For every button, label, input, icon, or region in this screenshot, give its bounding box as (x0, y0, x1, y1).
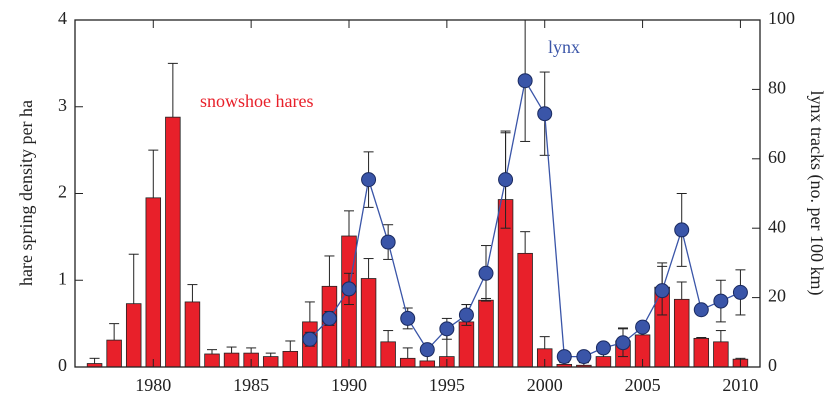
x-tick-label: 2005 (625, 375, 661, 395)
point (595, 340, 611, 356)
x-tick-label: 1985 (233, 375, 269, 395)
point (458, 307, 474, 323)
point (517, 73, 533, 89)
point (400, 310, 416, 326)
y2-tick-label: 0 (768, 355, 777, 375)
bar (223, 352, 240, 368)
bar (125, 303, 142, 368)
y2-tick-label: 60 (768, 147, 786, 167)
point (537, 106, 553, 122)
point (693, 302, 709, 318)
y-tick-label: 3 (58, 95, 67, 115)
x-tick-label: 1995 (429, 375, 465, 395)
point (478, 265, 494, 281)
bar (517, 252, 533, 368)
point (556, 349, 572, 365)
point (419, 342, 435, 358)
point (439, 321, 455, 337)
y2-axis-label: lynx tracks (no. per 100 km) (806, 91, 827, 296)
bar (184, 301, 201, 368)
bar (673, 298, 690, 368)
x-tick-label: 2010 (722, 375, 758, 395)
point (380, 234, 396, 250)
bar (165, 116, 181, 368)
x-tick-label: 1990 (331, 375, 367, 395)
bar (282, 350, 299, 368)
point (654, 283, 670, 299)
bar (106, 339, 122, 368)
point (361, 172, 377, 188)
y-tick-label: 2 (58, 182, 67, 202)
bar (595, 356, 612, 368)
point (615, 335, 631, 351)
point (674, 222, 690, 238)
x-tick-label: 2000 (527, 375, 563, 395)
bar (145, 197, 162, 368)
bar (321, 285, 338, 368)
series-label: lynx (548, 37, 580, 57)
bar (478, 299, 494, 368)
x-tick-label: 1980 (135, 375, 171, 395)
point (302, 331, 318, 347)
bar (693, 337, 710, 368)
y2-tick-label: 100 (768, 8, 795, 28)
bar (458, 321, 475, 368)
bar (204, 353, 220, 368)
point (732, 284, 748, 300)
point (341, 281, 357, 297)
y-tick-label: 1 (58, 268, 67, 288)
point (576, 349, 592, 365)
series-label: snowshoe hares (200, 91, 313, 111)
point (498, 172, 514, 188)
point (321, 310, 337, 326)
point (635, 319, 651, 335)
y2-tick-label: 40 (768, 216, 786, 236)
bar (419, 360, 436, 368)
y-tick-label: 0 (58, 355, 67, 375)
bar (380, 341, 396, 368)
y2-tick-label: 20 (768, 286, 786, 306)
y-axis-label: hare spring density per ha (16, 100, 36, 286)
y2-tick-label: 80 (768, 78, 786, 98)
bar (262, 356, 279, 368)
point (713, 293, 729, 309)
bar (360, 278, 377, 368)
bar (399, 357, 416, 368)
y-tick-label: 4 (58, 8, 67, 28)
bar (713, 341, 729, 368)
